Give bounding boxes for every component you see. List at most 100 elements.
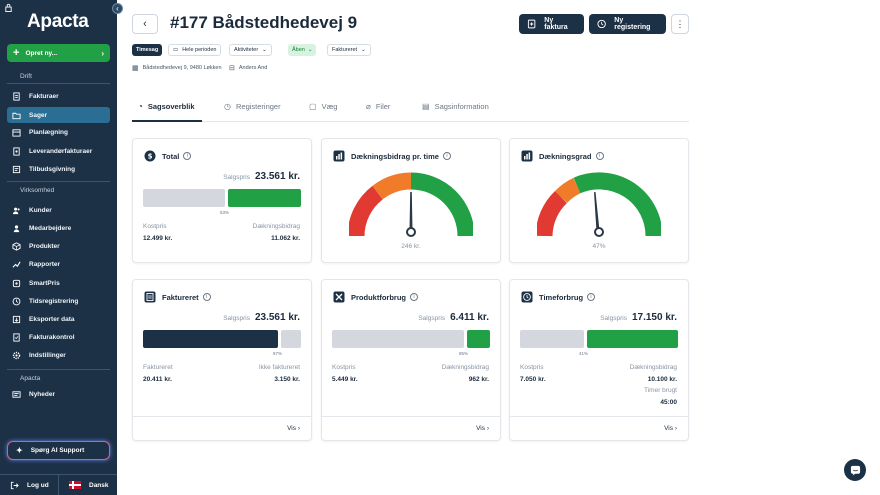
tab-label: Sagsinformation bbox=[434, 102, 489, 111]
info-icon[interactable]: i bbox=[595, 152, 604, 160]
chat-launcher-button[interactable] bbox=[844, 459, 866, 481]
bar-segment-cost bbox=[143, 189, 225, 207]
view-link[interactable]: Vis › bbox=[287, 425, 300, 432]
period-filter[interactable]: ▭ Hele perioden bbox=[168, 44, 222, 56]
cost-label: Kostpris bbox=[520, 364, 544, 371]
gauge-segment-orange bbox=[372, 172, 412, 200]
view-link[interactable]: Vis › bbox=[664, 425, 677, 432]
chevron-left-icon: ‹ bbox=[143, 18, 147, 30]
sidebar-item-planlaegning[interactable]: Planlægning bbox=[7, 124, 110, 140]
card-title: Timeforbrug i bbox=[521, 291, 596, 303]
sidebar-item-leverandorfakturaer[interactable]: Leverandørfakturaer bbox=[7, 143, 110, 159]
card-title: Faktureret i bbox=[144, 291, 211, 303]
bar-segment-invoiced bbox=[143, 330, 278, 348]
plus-icon: + bbox=[13, 46, 20, 59]
sidebar-item-fakturaer[interactable]: Fakturaer bbox=[7, 88, 110, 104]
view-link-label: Vis bbox=[287, 425, 297, 432]
sidebar-item-tidsregistrering[interactable]: Tidsregistrering bbox=[7, 293, 110, 309]
chevron-down-icon: ⌄ bbox=[307, 47, 313, 53]
sidebar-item-label: Planlægning bbox=[29, 128, 68, 136]
sidebar-item-label: Indstillinger bbox=[29, 351, 66, 359]
danish-flag-icon bbox=[69, 481, 81, 489]
new-invoice-button[interactable]: Ny faktura bbox=[519, 14, 584, 34]
logout-icon bbox=[10, 481, 19, 490]
margin-value: 962 kr. bbox=[468, 376, 489, 383]
sidebar-item-nyheder[interactable]: Nyheder bbox=[7, 386, 110, 402]
info-icon[interactable]: i bbox=[587, 293, 596, 301]
new-registration-button[interactable]: Ny registering bbox=[589, 14, 666, 34]
invoiced-filter[interactable]: Faktureret ⌄ bbox=[327, 44, 371, 56]
gauge-chart bbox=[349, 172, 473, 237]
more-options-button[interactable]: ⋮ bbox=[671, 14, 689, 34]
period-label: Hele perioden bbox=[182, 47, 217, 53]
chevron-down-icon: ⌄ bbox=[262, 47, 267, 53]
progress-bar bbox=[143, 189, 301, 207]
sidebar-item-smartpris[interactable]: SmartPris bbox=[7, 275, 110, 291]
sparkle-icon: ✦ bbox=[16, 446, 23, 455]
tab-filer[interactable]: ⌀ Filer bbox=[366, 102, 390, 111]
card-title-label: Dækningsgrad bbox=[539, 151, 592, 161]
sidebar-item-kunder[interactable]: Kunder bbox=[7, 202, 110, 218]
card-title: Produktforbrug i bbox=[333, 291, 418, 303]
view-link[interactable]: Vis › bbox=[476, 425, 489, 432]
customer-info: ⊟ Anders And bbox=[229, 64, 267, 72]
card-footer: Vis › bbox=[133, 416, 311, 440]
chevron-right-icon: › bbox=[101, 48, 104, 58]
gauge-segment-green bbox=[573, 172, 661, 237]
ai-support-button[interactable]: ✦ Spørg AI Support bbox=[7, 441, 110, 460]
card-title-label: Dækningsbidrag pr. time bbox=[351, 151, 439, 161]
sidebar-item-medarbejdere[interactable]: Medarbejdere bbox=[7, 220, 110, 236]
lock-icon bbox=[5, 3, 12, 12]
chevron-down-icon: ⌄ bbox=[361, 47, 366, 53]
sidebar-item-sager[interactable]: Sager bbox=[7, 107, 110, 123]
case-type-badge: Timesag bbox=[132, 44, 163, 56]
create-new-button[interactable]: + Opret ny... › bbox=[7, 44, 110, 62]
bar-percentage: 53% bbox=[220, 210, 230, 215]
gauge-needle bbox=[409, 192, 413, 231]
card-title-label: Total bbox=[162, 151, 180, 161]
bar-chart-icon bbox=[333, 150, 345, 162]
language-button[interactable]: Dansk bbox=[58, 475, 117, 495]
gauge-value: 246 kr. bbox=[401, 243, 421, 250]
sale-price: Salgspris 17.150 kr. bbox=[600, 312, 677, 323]
gauge-chart bbox=[537, 172, 661, 237]
logout-button[interactable]: Log ud bbox=[0, 475, 58, 495]
invoice-plus-icon bbox=[527, 19, 536, 29]
invoiced-label: Faktureret bbox=[143, 364, 173, 371]
activities-filter[interactable]: Aktiviteter ⌄ bbox=[229, 44, 272, 56]
sidebar-item-fakturakontrol[interactable]: Fakturakontrol bbox=[7, 329, 110, 345]
folder-icon bbox=[11, 110, 22, 121]
hours-value: 45:00 bbox=[660, 399, 677, 406]
address-label: Bådstedhedevej 9, 9480 Løkken bbox=[142, 65, 222, 71]
info-icon[interactable]: i bbox=[442, 152, 451, 160]
card-title-label: Produktforbrug bbox=[351, 292, 406, 302]
collapse-sidebar-button[interactable]: ‹ bbox=[112, 3, 123, 14]
info-icon[interactable]: i bbox=[183, 152, 192, 160]
sidebar-item-tilbudsgivning[interactable]: Tilbudsgivning bbox=[7, 161, 110, 177]
sidebar-item-produkter[interactable]: Produkter bbox=[7, 238, 110, 254]
info-icon[interactable]: i bbox=[202, 293, 211, 301]
money-icon: $ bbox=[144, 150, 156, 162]
status-filter[interactable]: Åben ⌄ bbox=[288, 44, 317, 56]
margin-value: 11.062 kr. bbox=[271, 235, 300, 242]
tab-sagsinformation[interactable]: ▤ Sagsinformation bbox=[422, 102, 489, 111]
card-footer: Vis › bbox=[322, 416, 500, 440]
sidebar-item-rapporter[interactable]: Rapporter bbox=[7, 256, 110, 272]
gear-icon bbox=[11, 350, 22, 361]
export-icon bbox=[11, 314, 22, 325]
tab-registeringer[interactable]: ◷ Registeringer bbox=[224, 102, 281, 111]
status-label: Åben bbox=[292, 47, 305, 53]
clock-icon bbox=[597, 19, 606, 29]
margin-value: 10.100 kr. bbox=[647, 376, 677, 383]
sidebar-item-label: Fakturakontrol bbox=[29, 333, 75, 341]
sidebar-item-eksporter-data[interactable]: Eksporter data bbox=[7, 311, 110, 327]
sidebar-item-indstillinger[interactable]: Indstillinger bbox=[7, 347, 110, 363]
tab-sagsoverblik[interactable]: ◔ Sagsoverblik bbox=[138, 102, 195, 111]
tab-vaeg[interactable]: ▢ Væg bbox=[309, 102, 337, 111]
chevron-right-icon: › bbox=[486, 425, 489, 432]
sale-price-label: Salgspris bbox=[223, 315, 250, 322]
back-button[interactable]: ‹ bbox=[132, 14, 158, 34]
chevron-right-icon: › bbox=[297, 425, 300, 432]
gauge-segment-red bbox=[537, 190, 568, 237]
info-icon[interactable]: i bbox=[410, 293, 418, 301]
